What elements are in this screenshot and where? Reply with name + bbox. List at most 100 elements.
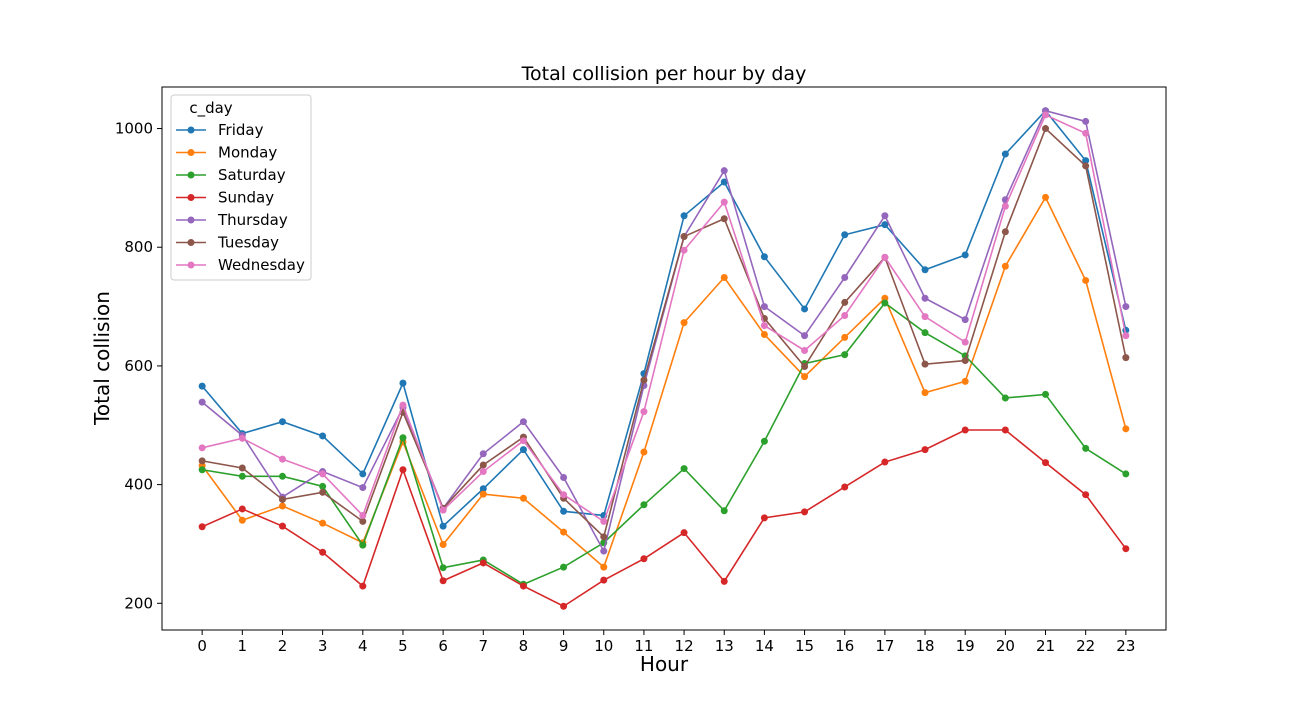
data-point-monday xyxy=(961,377,969,385)
y-tick-label: 800 xyxy=(124,238,153,256)
data-point-sunday xyxy=(801,508,809,516)
legend-title: c_day xyxy=(189,99,232,118)
data-point-sunday xyxy=(881,458,889,466)
x-tick-label: 10 xyxy=(594,637,613,655)
data-point-tuesday xyxy=(841,298,849,306)
data-point-sunday xyxy=(519,582,527,590)
x-tick-label: 19 xyxy=(956,637,975,655)
series-wednesday xyxy=(198,111,1130,525)
x-tick-label: 4 xyxy=(358,637,368,655)
data-point-friday xyxy=(479,485,487,493)
data-point-wednesday xyxy=(1001,202,1009,210)
data-point-sunday xyxy=(1082,491,1090,499)
data-point-friday xyxy=(961,251,969,259)
data-point-saturday xyxy=(359,541,367,549)
data-point-thursday xyxy=(198,398,206,406)
data-point-friday xyxy=(720,178,728,186)
series-tuesday xyxy=(198,125,1130,541)
data-point-monday xyxy=(1042,193,1050,201)
chart-title: Total collision per hour by day xyxy=(521,63,807,85)
data-point-tuesday xyxy=(961,357,969,365)
legend-swatch-marker xyxy=(187,171,195,179)
data-point-monday xyxy=(238,516,246,524)
data-point-wednesday xyxy=(1122,332,1130,340)
data-point-monday xyxy=(1122,425,1130,433)
data-point-monday xyxy=(720,273,728,281)
y-axis: 200 400 600 800 1000 xyxy=(115,120,162,612)
data-point-tuesday xyxy=(600,533,608,541)
series-saturday xyxy=(198,299,1130,588)
series-friday xyxy=(198,107,1130,530)
plot-frame xyxy=(161,86,1167,631)
data-point-monday xyxy=(560,528,568,536)
series-line-tuesday xyxy=(202,127,1127,539)
legend-label: Wednesday xyxy=(218,256,305,274)
data-point-monday xyxy=(921,389,929,397)
data-point-friday xyxy=(1001,150,1009,158)
data-point-sunday xyxy=(278,522,286,530)
x-tick-label: 22 xyxy=(1076,637,1095,655)
data-point-saturday xyxy=(560,563,568,571)
x-axis-label: Hour xyxy=(640,652,689,676)
data-point-saturday xyxy=(1042,390,1050,398)
legend-swatch-marker xyxy=(187,239,195,246)
data-point-saturday xyxy=(921,329,929,337)
data-point-wednesday xyxy=(961,338,969,346)
y-axis-label: Total collision xyxy=(90,291,114,426)
data-point-saturday xyxy=(399,434,407,442)
legend-label: Monday xyxy=(218,144,277,162)
data-point-sunday xyxy=(399,466,407,474)
data-point-monday xyxy=(841,333,849,341)
data-point-saturday xyxy=(319,482,327,490)
y-tick-label: 400 xyxy=(124,476,153,494)
data-point-monday xyxy=(278,502,286,510)
x-tick-label: 17 xyxy=(875,637,894,655)
data-point-tuesday xyxy=(198,457,206,465)
data-point-sunday xyxy=(479,559,487,567)
x-axis: 0 1 2 3 4 5 6 7 8 9 10 11 12 13 14 15 16 17 18 19 20 21 22 23 xyxy=(197,630,1135,655)
data-point-tuesday xyxy=(319,488,327,496)
x-tick-label: 20 xyxy=(996,637,1015,655)
data-point-sunday xyxy=(238,505,246,513)
data-point-thursday xyxy=(720,167,728,175)
data-point-tuesday xyxy=(278,495,286,503)
data-point-monday xyxy=(680,319,688,327)
data-point-thursday xyxy=(760,303,768,311)
data-point-wednesday xyxy=(479,468,487,476)
data-point-tuesday xyxy=(479,461,487,469)
data-point-tuesday xyxy=(1082,162,1090,170)
data-point-saturday xyxy=(238,472,246,480)
data-point-wednesday xyxy=(720,198,728,206)
data-point-wednesday xyxy=(801,346,809,354)
legend-swatch-marker xyxy=(187,261,195,269)
x-tick-label: 2 xyxy=(278,637,288,655)
legend-item-sunday: Sunday xyxy=(176,189,274,207)
data-point-wednesday xyxy=(921,313,929,321)
data-point-wednesday xyxy=(439,506,447,514)
data-point-wednesday xyxy=(680,246,688,254)
data-point-friday xyxy=(1082,157,1090,165)
data-point-tuesday xyxy=(1122,354,1130,362)
legend-item-wednesday: Wednesday xyxy=(176,256,305,274)
data-point-saturday xyxy=(1082,444,1090,452)
data-point-wednesday xyxy=(600,517,608,525)
data-point-wednesday xyxy=(319,470,327,478)
data-point-friday xyxy=(760,253,768,261)
data-point-sunday xyxy=(1042,459,1050,467)
data-point-friday xyxy=(278,418,286,426)
data-point-wednesday xyxy=(359,511,367,519)
data-point-wednesday xyxy=(1042,111,1050,119)
data-point-friday xyxy=(359,470,367,478)
data-point-saturday xyxy=(439,564,447,572)
series-line-friday xyxy=(201,109,1127,528)
x-tick-label: 18 xyxy=(915,637,934,655)
legend-item-saturday: Saturday xyxy=(176,166,286,184)
data-point-sunday xyxy=(1122,545,1130,553)
data-point-monday xyxy=(1082,276,1090,284)
data-point-wednesday xyxy=(399,401,407,409)
series-line-wednesday xyxy=(201,113,1127,523)
legend: c_day Friday Monday Saturday Sunday Thursday… xyxy=(170,94,312,281)
data-point-thursday xyxy=(359,484,367,492)
y-tick-label: 600 xyxy=(124,357,153,375)
legend-label: Tuesday xyxy=(217,234,279,252)
